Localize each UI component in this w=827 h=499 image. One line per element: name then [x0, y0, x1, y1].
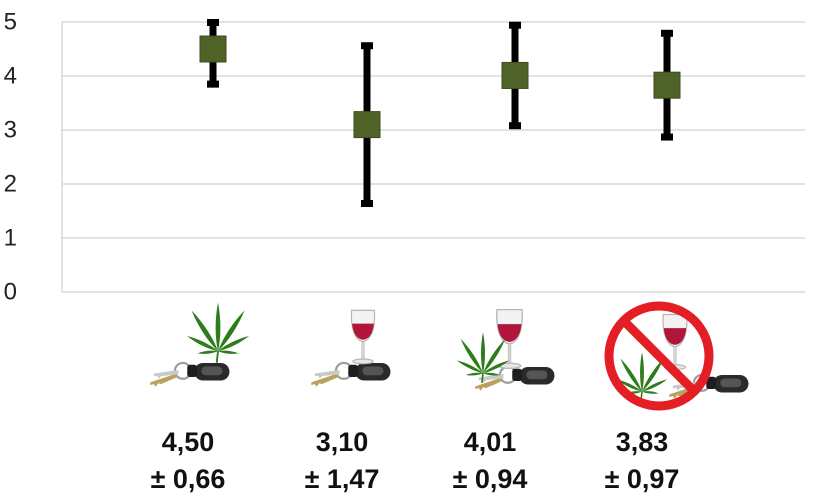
category-icon-group-1	[149, 301, 250, 388]
error-bar-cap-bottom	[661, 133, 673, 141]
error-bar-cap-top	[509, 21, 521, 29]
y-tick-label: 0	[4, 279, 17, 306]
y-tick-label: 1	[4, 225, 17, 252]
wine-glass-icon	[350, 309, 376, 365]
sd-value-label: ± 1,47	[305, 464, 380, 494]
mean-markers	[199, 35, 681, 139]
mean-value-label: 3,83	[616, 427, 669, 457]
error-bar-cap-bottom	[509, 122, 521, 130]
sd-value-label: ± 0,94	[453, 464, 528, 494]
mean-value-label: 3,10	[316, 427, 369, 457]
mean-marker	[653, 71, 681, 99]
category-icon-group-2	[310, 309, 392, 388]
y-tick-label: 3	[4, 117, 17, 144]
category-icon-group-4	[604, 301, 750, 411]
gridlines	[62, 21, 805, 293]
wine-glass-icon	[495, 308, 524, 370]
y-tick-label: 4	[4, 63, 17, 90]
mean-marker	[501, 61, 529, 89]
error-bar-cap-top	[207, 19, 219, 26]
sd-value-label: ± 0,97	[605, 464, 680, 494]
car-keys-icon	[149, 361, 231, 388]
mean-value-label: 4,01	[464, 427, 517, 457]
error-bar-cap-bottom	[361, 199, 373, 207]
error-bars	[207, 19, 673, 207]
car-keys-icon	[310, 361, 392, 388]
mean-value-label: 4,50	[162, 427, 215, 457]
mean-marker	[199, 35, 227, 63]
sd-value-label: ± 0,66	[151, 464, 226, 494]
stat-labels: 4,50 ± 0,66 3,10 ± 1,47 4,01 ± 0,94 3,83 ± 0,97	[151, 427, 680, 494]
prohibited-sign-icon	[604, 301, 714, 411]
y-tick-label: 2	[4, 171, 17, 198]
mean-marker	[353, 111, 381, 139]
error-bar-cap-bottom	[207, 80, 219, 88]
error-bar-cap-top	[661, 29, 673, 37]
error-bar-cap-top	[361, 42, 373, 50]
category-icon-group-3	[456, 308, 556, 392]
cannabis-leaf-icon	[186, 301, 250, 364]
y-tick-label: 5	[4, 9, 17, 36]
y-axis: 0 1 2 3 4 5	[4, 9, 63, 306]
